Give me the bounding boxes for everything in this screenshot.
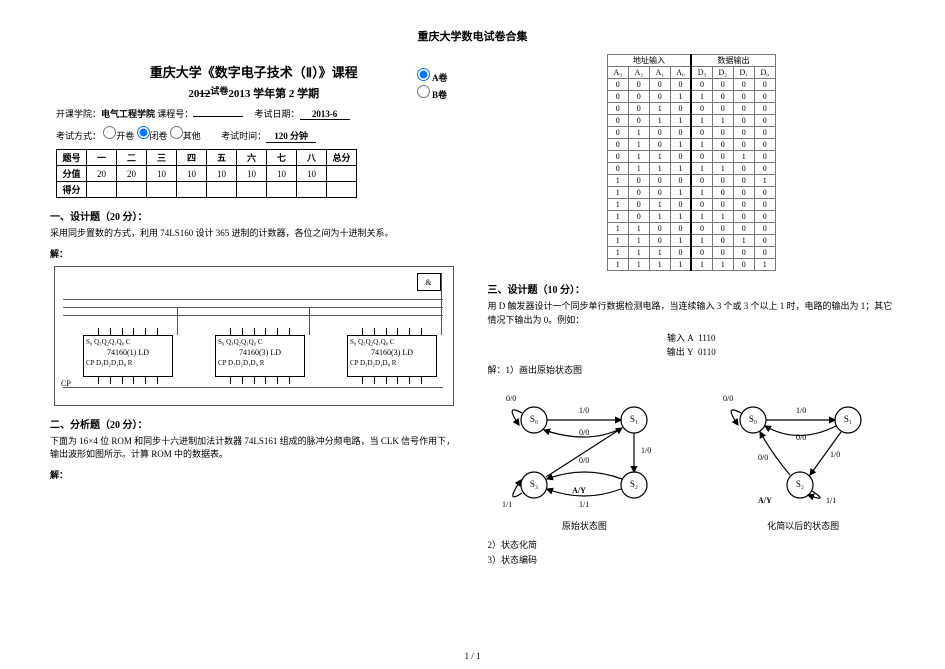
q1-ans: 解： (50, 247, 458, 260)
info-line-2: 考试方式： 开卷 闭卷 其他 考试时间：120 分钟 (56, 126, 458, 143)
svg-text:S₂: S₂ (796, 479, 804, 489)
example-io: 输入 A 1110 输出 Y 0110 (488, 331, 896, 360)
page-top-title: 重庆大学数电试卷合集 (0, 0, 945, 44)
state-diagrams: S₀ S₁ S₃ S₂ 0/0 (488, 385, 896, 532)
svg-text:A/Y: A/Y (758, 496, 772, 505)
svg-text:1/0: 1/0 (579, 406, 589, 415)
svg-text:1/0: 1/0 (830, 450, 840, 459)
svg-text:0/0: 0/0 (579, 456, 589, 465)
q2-title: 二、分析题（20 分）： (50, 416, 458, 431)
right-column: 地址输入数据输出 A₃A₂A₁A₀ D₃D₂D₁D₀ 0000000000011… (488, 54, 896, 567)
svg-text:S₁: S₁ (630, 414, 638, 424)
q2-ans: 解： (50, 468, 458, 481)
svg-text:1/1: 1/1 (579, 500, 589, 509)
sd1-caption: 原始状态图 (494, 519, 674, 532)
state-diagram-1: S₀ S₁ S₃ S₂ 0/0 (494, 385, 674, 515)
svg-text:S₀: S₀ (530, 414, 538, 424)
svg-text:0/0: 0/0 (758, 453, 768, 462)
q1-title: 一、设计题（20 分）： (50, 208, 458, 223)
chip-3: S₉ Q₃Q₂Q₁Q₀ C 74160(3) LD CP D₃D₂D₁D₀ R (347, 335, 437, 377)
svg-text:0/0: 0/0 (723, 394, 733, 403)
score-table: 题号 一二三四五六七八总分 分值 2020101010101010 得分 (56, 149, 357, 198)
closed-radio[interactable] (137, 126, 150, 139)
q3-ans: 解：1）画出原始状态图 (488, 364, 896, 378)
svg-text:S₁: S₁ (844, 414, 852, 424)
svg-text:S₀: S₀ (749, 414, 757, 424)
sd2-caption: 化简以后的状态图 (718, 519, 888, 532)
svg-text:1/1: 1/1 (502, 500, 512, 509)
svg-text:A/Y: A/Y (572, 486, 586, 495)
q2-body: 下面为 16×4 位 ROM 和同步十六进制加法计数器 74LS161 组成的脉… (50, 435, 458, 462)
circuit-diagram: & S₉ Q₃Q₂Q₁Q₀ C 74160(1) LD CP D₃D₂D₁D₀ … (54, 266, 454, 406)
svg-text:S₃: S₃ (530, 479, 538, 489)
svg-text:0/0: 0/0 (506, 394, 516, 403)
subtitle: 2012试卷2013 学年第 2 学期 (50, 85, 458, 101)
and-gate: & (417, 273, 441, 291)
svg-text:1/0: 1/0 (641, 446, 651, 455)
chip-2: S₉ Q₃Q₂Q₁Q₀ C 74160(3) LD CP D₃D₂D₁D₀ R (215, 335, 305, 377)
svg-text:1/0: 1/0 (796, 406, 806, 415)
q1-body: 采用同步置数的方式，利用 74LS160 设计 365 进制的计数器，各位之间为… (50, 227, 458, 241)
q3-title: 三、设计题（10 分）： (488, 281, 896, 296)
svg-text:0/0: 0/0 (796, 433, 806, 442)
info-line-1: 开课学院：电气工程学院 课程号： 考试日期：2013-6 (56, 107, 458, 120)
svg-text:1/1: 1/1 (826, 496, 836, 505)
other-radio[interactable] (170, 126, 183, 139)
notes: 2）状态化简 3）状态编码 (488, 538, 896, 567)
paper-b-radio[interactable] (417, 85, 430, 98)
paper-b-label: B卷 (432, 90, 447, 100)
q3-body: 用 D 触发器设计一个同步单行数据检测电路，当连续输入 3 个或 3 个以上 1… (488, 300, 896, 327)
svg-text:0/0: 0/0 (579, 428, 589, 437)
chip-1: S₉ Q₃Q₂Q₁Q₀ C 74160(1) LD CP D₃D₂D₁D₀ R (83, 335, 173, 377)
page-footer: 1 / 1 (0, 651, 945, 661)
paper-a-radio[interactable] (417, 68, 430, 81)
state-diagram-2: S₀ S₁ S₂ 0/0 1/0 1/0 0/0 (718, 385, 888, 515)
paper-select: A卷 B卷 (417, 68, 448, 103)
paper-a-label: A卷 (432, 73, 448, 83)
truth-table: 地址输入数据输出 A₃A₂A₁A₀ D₃D₂D₁D₀ 0000000000011… (607, 54, 776, 271)
open-radio[interactable] (103, 126, 116, 139)
course-title: 重庆大学《数字电子技术（Ⅱ）》课程 (50, 62, 458, 81)
svg-text:S₂: S₂ (630, 479, 638, 489)
left-column: A卷 B卷 重庆大学《数字电子技术（Ⅱ）》课程 2012试卷2013 学年第 2… (50, 54, 458, 567)
